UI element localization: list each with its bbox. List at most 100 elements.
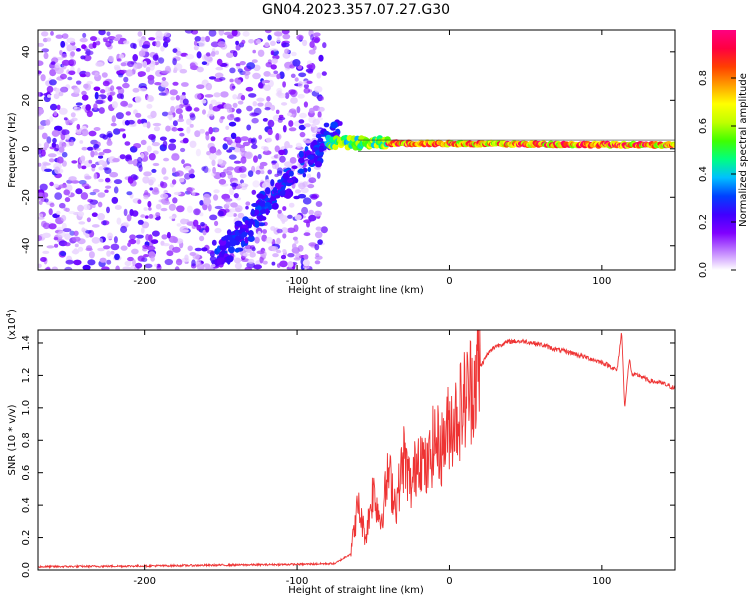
heatmap-cell	[282, 33, 291, 40]
heatmap-cell	[181, 159, 185, 165]
heatmap-cell	[316, 72, 322, 79]
heatmap-cell	[258, 200, 266, 207]
heatmap-cell	[271, 246, 279, 252]
heatmap-cell	[56, 210, 61, 215]
heatmap-cell	[124, 141, 131, 146]
heatmap-cell	[90, 36, 97, 42]
heatmap-cell	[275, 109, 280, 115]
heatmap-cell	[314, 85, 323, 93]
heatmap-cell	[307, 184, 315, 189]
heatmap-cell	[161, 234, 168, 240]
heatmap-cell	[53, 183, 60, 188]
heatmap-cell	[77, 246, 84, 252]
snr-frame	[37, 329, 676, 571]
heatmap-cell	[302, 197, 312, 205]
heatmap-cell	[38, 42, 45, 47]
heatmap-cell	[169, 138, 177, 143]
heatmap-cell	[166, 231, 171, 239]
heatmap-cell	[61, 33, 69, 39]
heatmap-cell	[193, 219, 199, 227]
heatmap-cell	[136, 161, 143, 168]
heatmap-cell	[234, 136, 242, 144]
heatmap-cell	[51, 142, 57, 148]
heatmap-cell	[206, 250, 215, 254]
heatmap-cell	[150, 110, 157, 119]
heatmap-cell	[137, 219, 144, 225]
heatmap-cell	[43, 142, 50, 149]
heatmap-cell	[212, 166, 217, 174]
heatmap-cell	[113, 236, 118, 244]
heatmap-cell	[237, 100, 244, 105]
heatmap-cell	[93, 143, 100, 149]
heatmap-cell	[270, 50, 275, 56]
heatmap-cell	[140, 227, 145, 234]
heatmap-cell	[147, 176, 156, 184]
heatmap-cell	[157, 33, 165, 38]
heatmap-cell	[279, 260, 288, 268]
heatmap-cell	[152, 230, 160, 237]
heatmap-cell	[257, 102, 264, 107]
heatmap-cell	[209, 146, 217, 154]
heatmap-cell	[208, 126, 213, 135]
y-tick-label: 0.6	[21, 465, 32, 481]
heatmap-cell	[286, 112, 292, 117]
heatmap-cell	[76, 80, 82, 85]
heatmap-cell	[219, 171, 226, 178]
heatmap-cell	[294, 214, 302, 221]
heatmap-cell	[302, 172, 307, 178]
heatmap-cell	[184, 173, 191, 180]
heatmap-cell	[110, 243, 120, 251]
heatmap-cell	[98, 107, 105, 114]
heatmap-cell	[270, 179, 275, 187]
y-tick-label: 20	[21, 94, 32, 107]
heatmap-cell	[120, 69, 128, 74]
heatmap-cell	[106, 250, 111, 257]
heatmap-cell	[302, 39, 308, 47]
heatmap-cell	[284, 92, 290, 99]
heatmap-cell	[38, 162, 42, 167]
heatmap-cell	[114, 205, 122, 210]
heatmap-cell	[245, 248, 252, 253]
heatmap-cell	[88, 130, 97, 137]
heatmap-cell	[132, 54, 138, 62]
heatmap-cell	[98, 30, 106, 36]
heatmap-cell	[196, 84, 205, 89]
heatmap-cell	[173, 191, 182, 196]
heatmap-cell	[108, 55, 114, 63]
heatmap-cell	[172, 81, 179, 86]
heatmap-cell	[247, 258, 255, 264]
x-tick-label: 100	[592, 276, 611, 287]
heatmap-cell	[270, 64, 277, 70]
heatmap-cell	[257, 49, 265, 57]
heatmap-cell	[265, 30, 272, 34]
heatmap-cell	[142, 122, 148, 128]
heatmap-cell	[115, 34, 123, 39]
heatmap-cell	[92, 41, 97, 49]
heatmap-cell	[321, 71, 327, 76]
heatmap-cell	[293, 195, 301, 200]
heatmap-cell	[278, 149, 286, 156]
heatmap-cell	[315, 201, 323, 207]
heatmap-cell	[225, 125, 230, 130]
heatmap-cell	[151, 168, 157, 173]
heatmap-cell	[172, 120, 178, 127]
heatmap-cell	[315, 150, 320, 155]
heatmap-cell	[168, 203, 176, 211]
heatmap-cell	[294, 239, 299, 244]
heatmap-cell	[251, 203, 259, 207]
heatmap-cell	[199, 235, 205, 242]
heatmap-cell	[175, 170, 184, 177]
heatmap-cell	[68, 210, 76, 215]
heatmap-cell	[276, 87, 283, 94]
heatmap-cell	[201, 247, 208, 252]
heatmap-cell	[142, 176, 150, 184]
heatmap-cell	[256, 193, 264, 199]
heatmap-cell	[93, 86, 101, 92]
heatmap-cell	[68, 176, 77, 182]
heatmap-cell	[74, 243, 79, 248]
heatmap-cell	[81, 44, 87, 50]
heatmap-cell	[181, 82, 189, 87]
heatmap-cell	[203, 165, 209, 173]
y-tick-label: 0.4	[21, 497, 32, 513]
